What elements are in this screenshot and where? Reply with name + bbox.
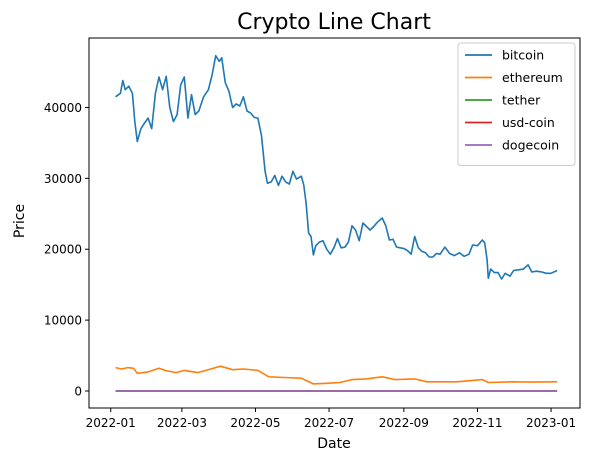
x-tick-label: 2022-09 [379,416,429,430]
bitcoin-series-line [115,54,558,280]
legend-label-usd-coin: usd-coin [502,115,555,130]
legend: bitcoin ethereum tether usd-coin dogecoin [457,42,576,166]
y-tick-label: 10000 [44,314,82,328]
legend-label-dogecoin: dogecoin [502,138,559,153]
legend-label-tether: tether [502,93,541,108]
x-tick-label: 2022-01 [86,416,136,430]
legend-box [457,42,576,166]
chart-title: Crypto Line Chart [237,10,431,35]
y-axis: 0 10000 20000 30000 40000 [44,101,89,398]
legend-label-bitcoin: bitcoin [502,48,544,63]
x-tick-label: 2022-11 [452,416,502,430]
x-axis-label: Date [317,436,350,452]
y-tick-label: 0 [74,384,82,398]
plot-area [115,54,558,392]
x-tick-label: 2022-03 [157,416,207,430]
x-tick-label: 2022-05 [230,416,280,430]
legend-label-ethereum: ethereum [502,70,563,85]
x-tick-label: 2023-01 [526,416,576,430]
y-tick-label: 30000 [44,172,82,186]
y-axis-label: Price [12,204,28,238]
x-axis: 2022-01 2022-03 2022-05 2022-07 2022-09 2022-… [86,408,576,430]
ethereum-series-line [115,365,558,385]
x-tick-label: 2022-07 [304,416,354,430]
plot-frame [88,37,581,409]
y-tick-label: 40000 [44,101,82,115]
y-tick-label: 20000 [44,243,82,257]
